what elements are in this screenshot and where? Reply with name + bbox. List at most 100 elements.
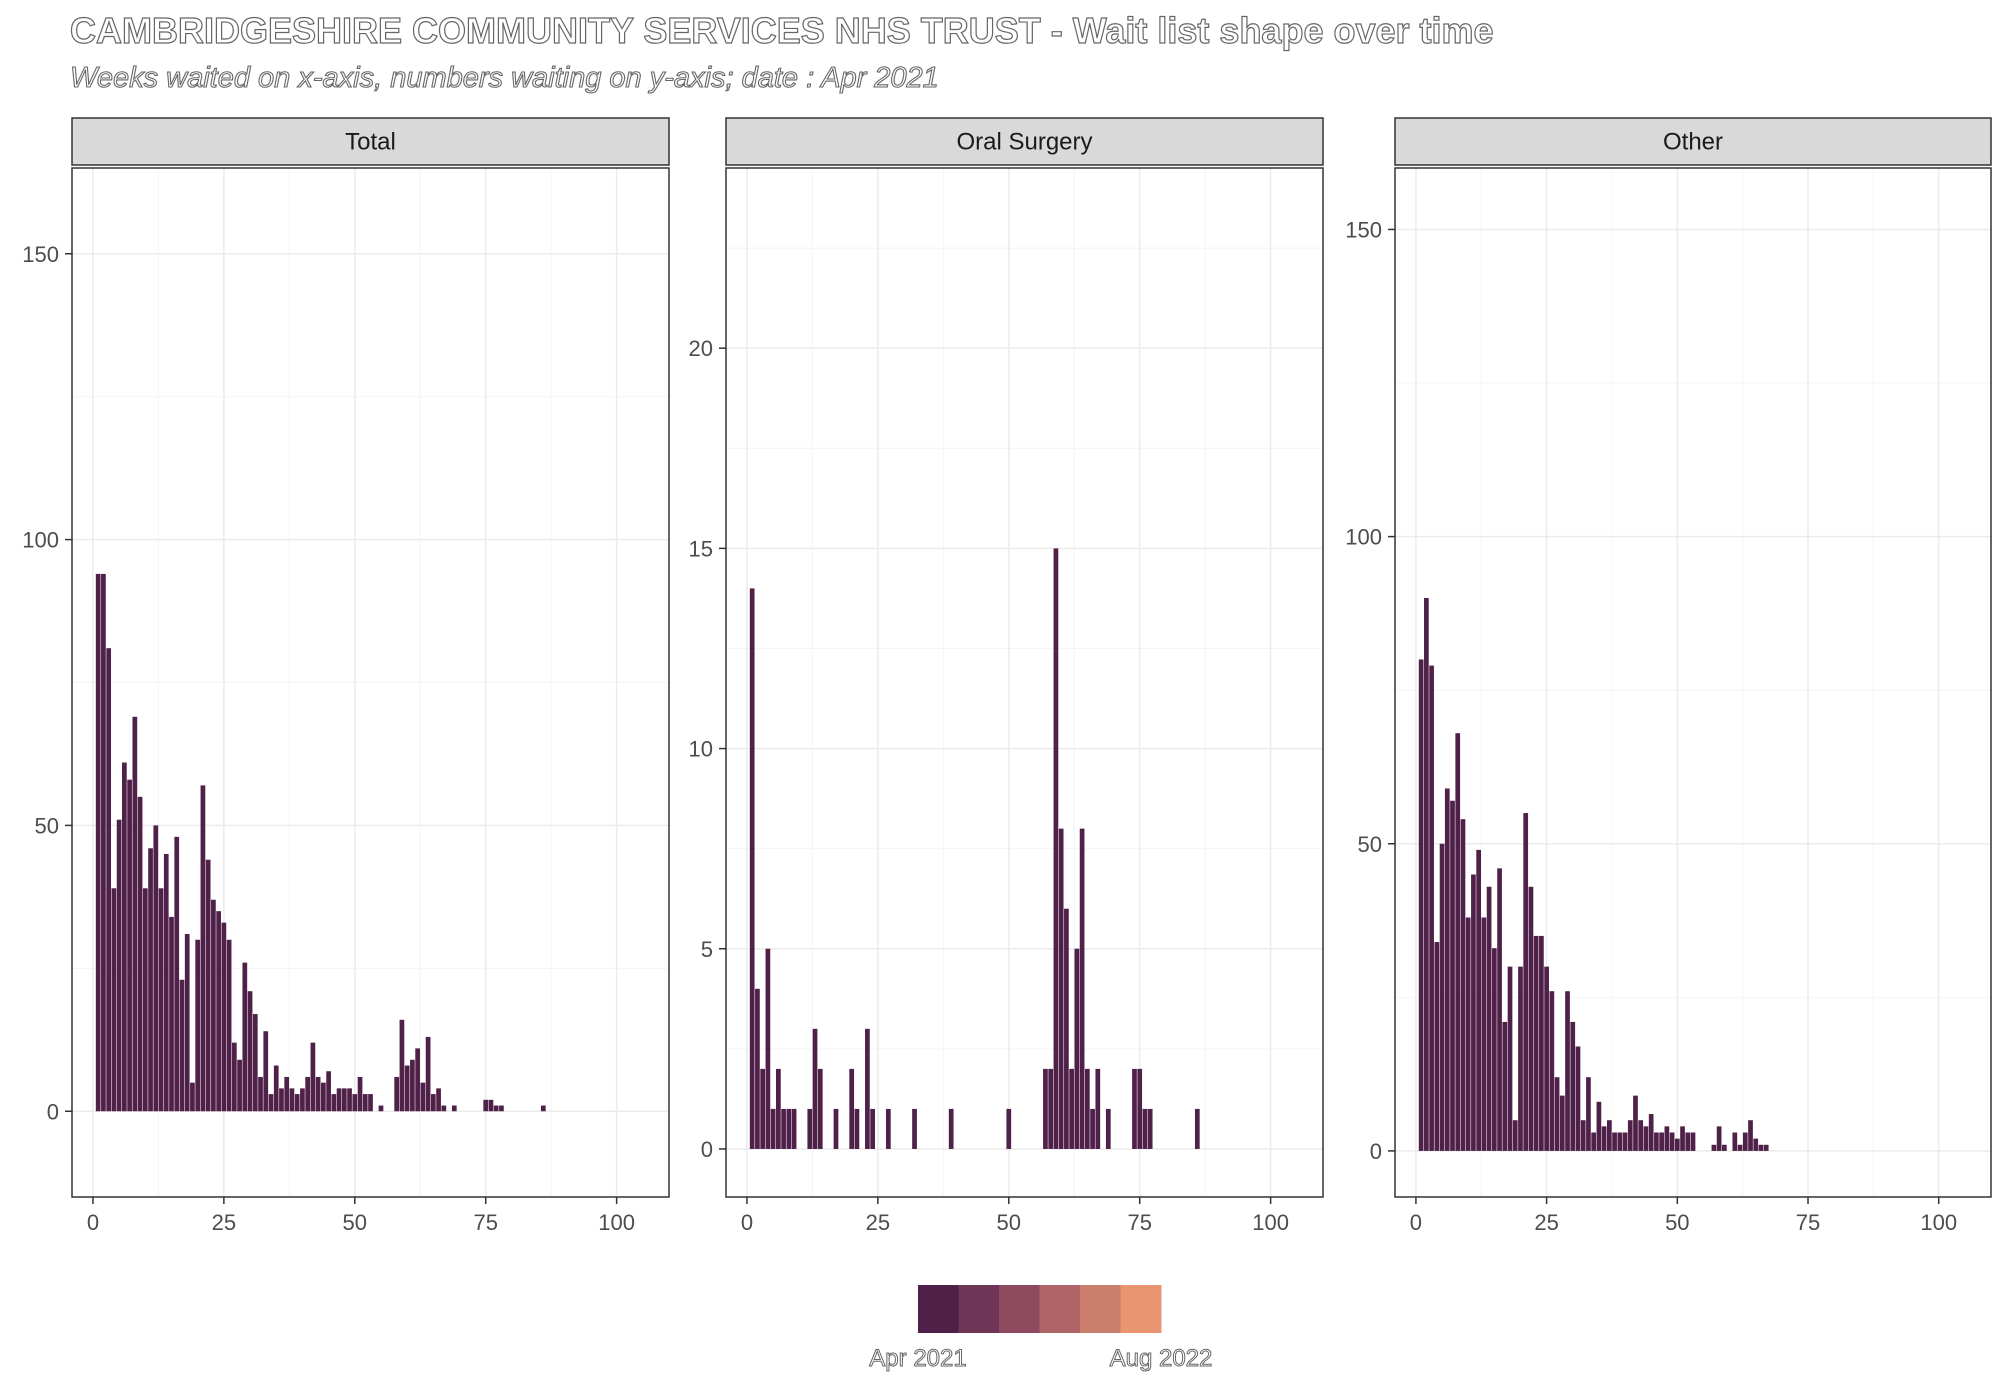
bar bbox=[1471, 874, 1476, 1151]
bar bbox=[378, 1105, 384, 1112]
x-tick-label: 25 bbox=[1534, 1210, 1558, 1235]
bar bbox=[1544, 966, 1549, 1151]
bar bbox=[1643, 1126, 1649, 1151]
bar bbox=[1606, 1120, 1612, 1151]
bar bbox=[300, 1088, 305, 1112]
bar bbox=[336, 1088, 342, 1112]
bar bbox=[1147, 1108, 1153, 1149]
bar bbox=[1084, 1068, 1090, 1149]
bar bbox=[341, 1088, 347, 1112]
bar bbox=[148, 848, 153, 1112]
bar bbox=[1043, 1068, 1048, 1149]
bar bbox=[1523, 813, 1529, 1151]
bar bbox=[1424, 598, 1429, 1151]
bar bbox=[833, 1108, 839, 1149]
legend-swatch bbox=[1039, 1285, 1081, 1333]
y-tick-label: 20 bbox=[689, 336, 713, 361]
bar bbox=[247, 991, 253, 1112]
bar bbox=[106, 648, 112, 1112]
bar bbox=[1074, 948, 1080, 1149]
bar bbox=[1580, 1120, 1586, 1151]
bar bbox=[273, 1065, 279, 1112]
bar bbox=[770, 1108, 776, 1149]
bar bbox=[425, 1036, 431, 1112]
bar bbox=[326, 1071, 331, 1112]
bar bbox=[1058, 828, 1064, 1149]
bar bbox=[420, 1082, 426, 1112]
bar bbox=[436, 1088, 441, 1112]
bar bbox=[755, 988, 760, 1149]
bar bbox=[211, 899, 216, 1112]
bar bbox=[1481, 917, 1487, 1151]
bar bbox=[854, 1108, 860, 1149]
bar bbox=[294, 1094, 300, 1112]
bar bbox=[1659, 1132, 1664, 1151]
bar bbox=[1512, 1120, 1518, 1151]
y-tick-label: 0 bbox=[1370, 1139, 1382, 1164]
y-tick-label: 150 bbox=[1345, 217, 1382, 242]
bar bbox=[200, 785, 206, 1112]
bar bbox=[1439, 843, 1445, 1151]
bar bbox=[1528, 886, 1534, 1151]
bar bbox=[865, 1028, 870, 1149]
bar bbox=[263, 1031, 269, 1112]
bar bbox=[1079, 828, 1085, 1149]
bar bbox=[1455, 733, 1461, 1151]
bar bbox=[315, 1076, 321, 1112]
bar bbox=[1680, 1126, 1685, 1151]
chart-title: CAMBRIDGESHIRE COMMUNITY SERVICES NHS TR… bbox=[69, 9, 1494, 51]
x-tick-label: 75 bbox=[1127, 1210, 1151, 1235]
bar bbox=[404, 1065, 410, 1112]
y-tick-label: 50 bbox=[35, 813, 59, 838]
bar bbox=[1638, 1120, 1644, 1151]
bar bbox=[1565, 991, 1570, 1151]
bar bbox=[321, 1082, 326, 1112]
facet-strip bbox=[71, 117, 670, 166]
panel-border bbox=[1394, 167, 1992, 1198]
bar bbox=[184, 934, 190, 1112]
facet-label: Oral Surgery bbox=[956, 129, 1092, 156]
bar bbox=[101, 573, 106, 1112]
bar bbox=[331, 1094, 337, 1112]
colour-legend: Apr 2021 Aug 2022 bbox=[869, 1285, 1213, 1373]
bar bbox=[1434, 942, 1440, 1151]
bar bbox=[127, 779, 132, 1112]
bar bbox=[1460, 819, 1466, 1151]
bar bbox=[1450, 800, 1455, 1151]
bar bbox=[284, 1076, 290, 1112]
bar bbox=[1690, 1132, 1696, 1151]
bar bbox=[1748, 1120, 1753, 1151]
bar bbox=[195, 939, 201, 1112]
x-tick-label: 75 bbox=[1796, 1210, 1820, 1235]
bar bbox=[174, 836, 180, 1112]
bar bbox=[1476, 849, 1482, 1151]
bar bbox=[410, 1059, 415, 1112]
bar bbox=[137, 796, 143, 1112]
bar bbox=[1142, 1108, 1148, 1149]
bar bbox=[948, 1108, 954, 1149]
chart-subtitle: Weeks waited on x-axis, numbers waiting … bbox=[69, 61, 939, 94]
bar bbox=[1612, 1132, 1617, 1151]
bar bbox=[1674, 1138, 1680, 1151]
bar bbox=[111, 888, 117, 1112]
bar bbox=[1418, 659, 1424, 1151]
bar bbox=[1753, 1138, 1759, 1151]
bar bbox=[1627, 1120, 1633, 1151]
bar bbox=[1742, 1132, 1748, 1151]
bar bbox=[1763, 1144, 1769, 1151]
bar bbox=[1518, 966, 1523, 1151]
bar bbox=[1664, 1126, 1670, 1151]
bar bbox=[357, 1076, 363, 1112]
bar bbox=[1069, 1068, 1074, 1149]
x-tick-label: 0 bbox=[1410, 1210, 1422, 1235]
bar bbox=[1137, 1068, 1143, 1149]
bar bbox=[1194, 1108, 1200, 1149]
bar bbox=[415, 1048, 420, 1112]
bar bbox=[1648, 1114, 1654, 1151]
bar bbox=[190, 1082, 195, 1112]
bar bbox=[1601, 1126, 1607, 1151]
bar bbox=[1502, 1021, 1508, 1151]
bar bbox=[912, 1108, 917, 1149]
bar bbox=[252, 1014, 258, 1112]
